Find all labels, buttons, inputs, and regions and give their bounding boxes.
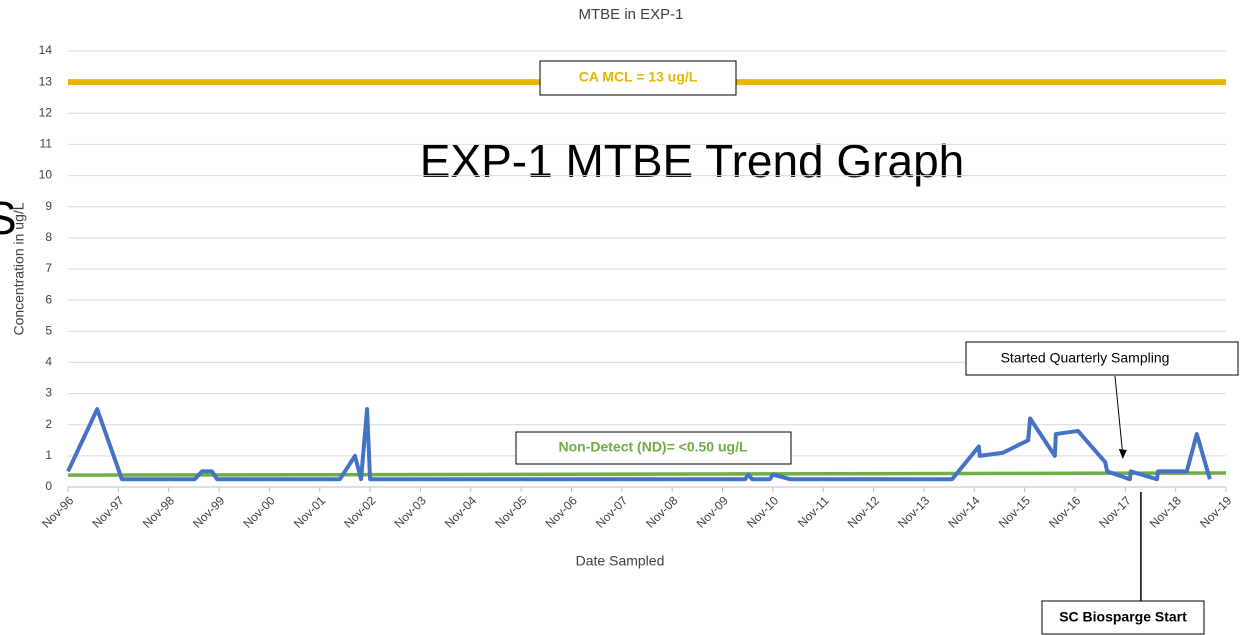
x-tick-label: Nov-15: [996, 493, 1033, 530]
mcl-label-box: [539, 60, 737, 96]
edge-text: S: [0, 192, 17, 244]
x-tick-label: Nov-16: [1046, 493, 1083, 530]
y-tick-label: 11: [40, 137, 53, 151]
x-tick-label: Nov-02: [341, 493, 378, 530]
x-tick-label: Nov-17: [1096, 493, 1133, 530]
y-tick-label: 3: [45, 386, 52, 400]
nd-label-box: [515, 431, 792, 465]
x-tick-label: Nov-98: [140, 493, 177, 530]
x-tick-label: Nov-14: [945, 493, 982, 530]
y-tick-label: 10: [39, 168, 53, 182]
x-axis-label: Date Sampled: [576, 553, 665, 569]
x-tick-label: Nov-03: [392, 493, 429, 530]
x-tick-label: Nov-01: [291, 493, 328, 530]
x-tick-label: Nov-96: [39, 493, 76, 530]
x-tick-label: Nov-11: [795, 493, 832, 530]
y-tick-label: 6: [45, 292, 52, 306]
y-tick-label: 14: [39, 43, 53, 57]
nd-label: Non-Detect (ND)= <0.50 ug/L: [558, 439, 747, 455]
y-tick-label: 2: [45, 417, 52, 431]
y-tick-label: 12: [39, 105, 53, 119]
chart-title: MTBE in EXP-1: [578, 6, 683, 23]
annotation-text: Started Quarterly Sampling: [1001, 350, 1170, 366]
y-axis-label: Concentration in ug/L: [11, 202, 27, 335]
overlay-title: EXP-1 MTBE Trend Graph: [420, 135, 965, 187]
x-tick-label: Nov-07: [593, 493, 630, 530]
y-tick-label: 0: [45, 479, 52, 493]
x-tick-label: Nov-18: [1147, 493, 1184, 530]
annotation-box: [965, 341, 1239, 376]
y-tick-label: 13: [39, 74, 53, 88]
annotation-text: SC Biosparge Start: [1059, 609, 1187, 625]
mcl-label: CA MCL = 13 ug/L: [579, 69, 698, 85]
x-tick-label: Nov-06: [543, 493, 580, 530]
y-tick-label: 5: [45, 323, 52, 337]
y-tick-label: 7: [45, 261, 52, 275]
data-line: [67, 471, 1227, 477]
y-tick-label: 9: [45, 199, 52, 213]
x-tick-label: Nov-09: [694, 493, 731, 530]
x-tick-label: Nov-08: [643, 493, 680, 530]
y-tick-label: 1: [45, 448, 52, 462]
x-tick-label: Nov-00: [240, 493, 277, 530]
data-line: [66, 407, 1212, 482]
x-tick-label: Nov-10: [744, 493, 781, 530]
arrow-head: [1118, 448, 1127, 459]
x-tick-label: Nov-97: [89, 493, 126, 530]
x-tick-label: Nov-05: [492, 493, 529, 530]
x-tick-label: Nov-99: [190, 493, 227, 530]
x-tick-label: Nov-04: [442, 493, 479, 530]
x-tick-label: Nov-13: [895, 493, 932, 530]
y-tick-label: 8: [45, 230, 52, 244]
annotation-box: [1041, 600, 1205, 635]
x-tick-label: Nov-19: [1197, 493, 1234, 530]
y-tick-label: 4: [45, 355, 52, 369]
x-tick-label: Nov-12: [845, 493, 882, 530]
annotation-arrow: [1114, 375, 1124, 456]
